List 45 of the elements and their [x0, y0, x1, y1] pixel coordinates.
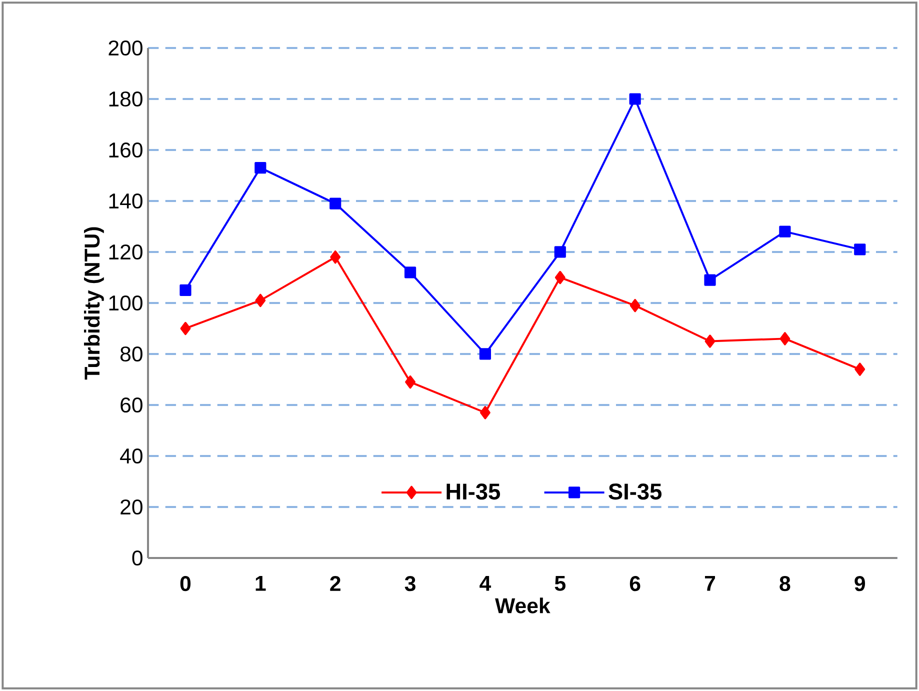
point [554, 270, 566, 284]
x-tick-label: 8 [780, 576, 790, 592]
y-tick-label: 60 [120, 397, 142, 413]
y-tick-label: 0 [132, 550, 142, 566]
point [404, 266, 416, 278]
point [704, 334, 716, 348]
x-tick-label: 0 [180, 576, 191, 592]
x-tick-label: 6 [630, 576, 640, 592]
y-axis-title: Turbidity (NTU) [84, 227, 104, 380]
y-tick-label: 140 [109, 193, 142, 209]
point [629, 93, 641, 105]
point [779, 226, 791, 238]
point [854, 244, 866, 256]
point [554, 246, 566, 258]
y-tick-label: 20 [120, 499, 142, 515]
y-tick-label: 100 [109, 295, 142, 311]
point [405, 375, 416, 389]
point [180, 284, 192, 296]
point [330, 198, 342, 210]
point [479, 348, 492, 360]
x-tick-label: 2 [330, 576, 340, 591]
point [630, 298, 640, 312]
point [854, 362, 866, 376]
x-tick-label: 4 [480, 576, 492, 591]
x-tick-label: 5 [554, 576, 566, 591]
point [704, 274, 716, 286]
x-tick-label: 1 [256, 576, 266, 591]
x-tick-label: 3 [404, 576, 416, 592]
point [255, 294, 266, 308]
x-tick-label: 9 [854, 576, 865, 592]
point [330, 250, 341, 264]
y-tick-label: 180 [109, 91, 142, 107]
y-tick-label: 80 [120, 346, 142, 362]
point [254, 162, 266, 174]
y-tick-label: 120 [109, 244, 142, 260]
point [480, 406, 490, 420]
x-axis-title: Week [495, 598, 550, 614]
x-tick-label: 7 [704, 576, 715, 591]
point [780, 332, 790, 346]
legend-label: SI-35 [608, 484, 662, 500]
point [180, 322, 191, 336]
y-tick-label: 40 [120, 448, 142, 464]
y-tick-label: 160 [109, 142, 142, 158]
y-tick-label: 200 [108, 40, 142, 56]
legend-label: HI-35 [446, 484, 500, 500]
